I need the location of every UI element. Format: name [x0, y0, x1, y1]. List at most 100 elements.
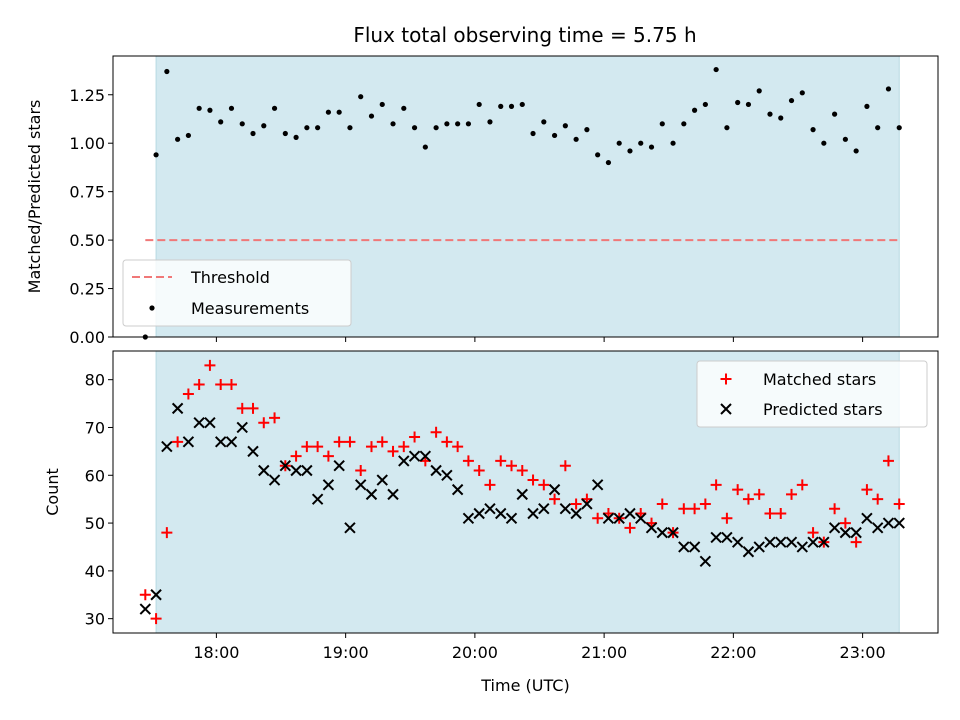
measurement-point: [595, 152, 601, 158]
legend-predicted-swatch: [720, 403, 732, 415]
measurement-point: [713, 66, 719, 73]
measurement-point: [885, 86, 892, 92]
predicted-star-point: [828, 522, 841, 534]
measurement-point: [358, 94, 364, 100]
measurement-point: [401, 105, 407, 111]
matched-star-point: [753, 488, 765, 500]
measurement-point: [584, 127, 590, 133]
y-tick-label: 0.25: [69, 280, 105, 299]
measurement-point: [681, 121, 687, 127]
predicted-star-point: [818, 536, 830, 548]
legend-box: [696, 360, 928, 428]
predicted-stars-series: [139, 402, 905, 615]
predicted-star-point: [710, 531, 722, 544]
predicted-star-point: [538, 503, 550, 515]
matched-star-point: [872, 493, 884, 505]
matched-star-point: [710, 479, 722, 491]
predicted-star-point: [753, 541, 765, 553]
x-tick-label: 19:00: [323, 643, 369, 662]
matched-star-point: [290, 450, 302, 462]
x-tick-label: 20:00: [452, 643, 498, 662]
top-y-axis-ticks: 0.00 0.25 0.50 0.75 1.00 1.25: [69, 86, 113, 347]
matched-star-point: [559, 460, 571, 472]
predicted-star-point: [451, 483, 464, 496]
predicted-star-point: [688, 541, 701, 553]
x-tick-label: 18:00: [193, 643, 239, 662]
predicted-star-point: [484, 503, 496, 515]
predicted-star-point: [258, 464, 270, 477]
predicted-star-point: [150, 589, 162, 601]
matched-star-point: [764, 508, 776, 520]
matched-star-point: [484, 479, 496, 491]
matched-star-point: [398, 441, 410, 453]
measurement-point: [821, 140, 827, 146]
y-tick-label: 50: [85, 514, 105, 533]
measurement-point: [627, 148, 633, 154]
predicted-star-point: [495, 507, 507, 520]
matched-star-point: [656, 498, 668, 510]
measurement-point: [551, 132, 558, 139]
predicted-star-point: [850, 526, 862, 539]
measurement-point: [756, 88, 762, 94]
predicted-star-point: [139, 603, 152, 615]
matched-star-point: [441, 436, 453, 448]
matched-star-point: [721, 512, 733, 524]
matched-star-point: [247, 402, 259, 414]
predicted-star-point: [311, 493, 324, 505]
matched-star-point: [139, 589, 151, 601]
measurement-point: [724, 125, 730, 131]
matched-star-point: [829, 503, 841, 515]
predicted-star-point: [559, 503, 572, 515]
measurement-point: [271, 105, 278, 111]
predicted-star-point: [775, 536, 787, 548]
measurement-point: [691, 107, 698, 113]
predicted-star-point: [699, 555, 712, 568]
predicted-star-point: [236, 421, 248, 434]
matched-star-point: [505, 460, 517, 472]
measurement-point: [842, 136, 848, 142]
measurement-point: [196, 105, 202, 111]
bottom-axes-frame: [112, 350, 939, 634]
measurement-point: [616, 140, 622, 146]
matched-star-point: [344, 436, 356, 448]
predicted-star-point: [322, 479, 335, 491]
legend-predicted-label: Predicted stars: [763, 400, 883, 419]
measurement-point: [541, 119, 547, 125]
measurement-point: [411, 125, 418, 131]
predicted-star-point: [161, 440, 173, 453]
matched-star-point: [322, 450, 334, 462]
measurement-point: [799, 90, 805, 96]
measurement-point: [164, 68, 170, 75]
measurement-point: [767, 111, 773, 117]
matched-star-point: [742, 493, 754, 505]
measurement-point: [261, 123, 267, 129]
bottom-legend: Matched stars Predicted stars: [696, 360, 928, 428]
matched-star-point: [807, 527, 819, 539]
measurement-point: [476, 101, 482, 108]
predicted-star-point: [871, 522, 884, 534]
measurement-point: [250, 130, 256, 137]
predicted-star-point: [419, 450, 432, 462]
predicted-star-point: [408, 450, 421, 462]
matched-star-point: [376, 436, 388, 448]
measurement-point: [896, 125, 902, 131]
legend-threshold-label: Threshold: [190, 268, 270, 287]
measurement-point: [390, 121, 396, 127]
matched-star-point: [473, 464, 485, 476]
legend-matched-swatch: [720, 373, 732, 385]
predicted-star-point: [893, 517, 905, 529]
matched-star-point: [409, 431, 421, 443]
predicted-star-point: [731, 536, 744, 548]
legend-box: [122, 259, 352, 327]
predicted-star-point: [462, 512, 475, 524]
matched-star-point: [462, 455, 474, 467]
measurement-point: [422, 144, 428, 150]
predicted-star-point: [656, 526, 668, 539]
predicted-star-point: [344, 522, 356, 534]
measurement-point: [239, 121, 245, 127]
matched-star-point: [516, 464, 528, 476]
matched-star-point: [570, 498, 582, 510]
measurement-point: [433, 125, 439, 131]
matched-star-point: [225, 378, 237, 390]
